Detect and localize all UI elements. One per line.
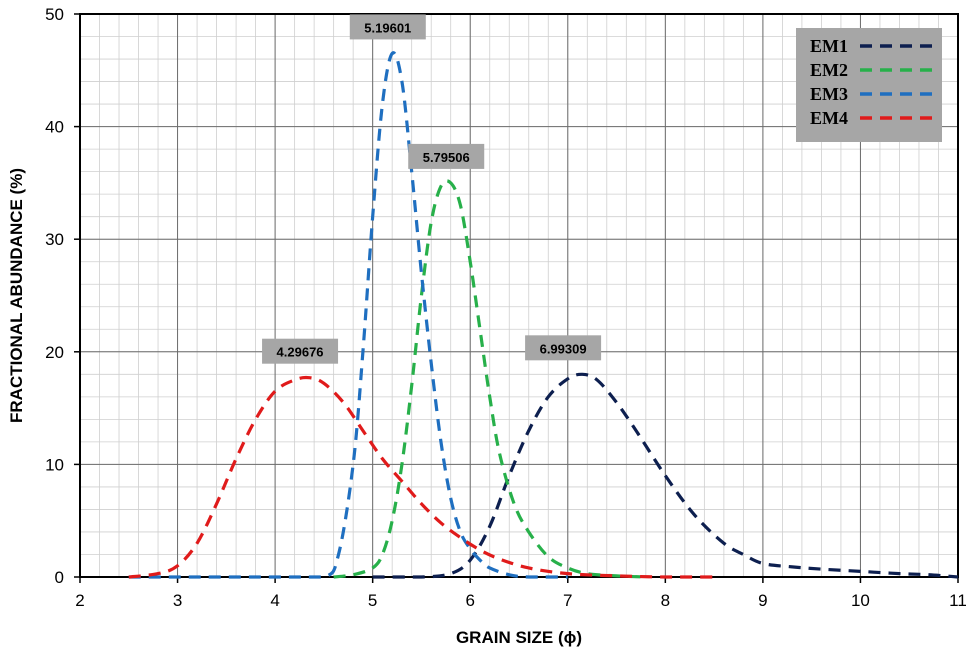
y-tick-label: 20	[45, 343, 64, 362]
legend-label: EM4	[810, 108, 848, 128]
peak-label-box	[262, 338, 339, 364]
x-tick-label: 3	[173, 591, 182, 610]
x-tick-label: 5	[368, 591, 377, 610]
y-axis-title: FRACTIONAL ABUNDANCE (%)	[7, 168, 26, 423]
series-layer	[128, 51, 959, 579]
x-tick-label: 7	[563, 591, 572, 610]
x-tick-label: 4	[270, 591, 279, 610]
axis-ticks: 2 3 4 5 6 7 8 9 10 11 0 10 20 30 40 50	[45, 5, 967, 610]
peak-label-text: 6.99309	[540, 341, 587, 356]
legend-label: EM3	[810, 84, 848, 104]
y-tick-label: 0	[55, 568, 64, 587]
peak-label-box	[349, 14, 426, 40]
y-tick-label: 30	[45, 230, 64, 249]
y-tick-label: 50	[45, 5, 64, 24]
legend-label: EM2	[810, 60, 848, 80]
x-tick-label: 8	[661, 591, 670, 610]
series-line-em2	[333, 179, 646, 579]
series-line-em1	[372, 372, 959, 579]
peak-label-box	[525, 335, 602, 361]
peak-annotations: 5.19601 5.79506 4.29676 6.99309	[262, 14, 602, 364]
peak-label-text: 5.19601	[364, 20, 411, 35]
x-tick-label: 11	[949, 591, 967, 610]
x-tick-label: 2	[75, 591, 84, 610]
plot-frame	[79, 13, 959, 578]
peak-label-box	[408, 143, 485, 169]
peak-label: 5.19601	[349, 14, 426, 40]
x-tick-label: 6	[465, 591, 474, 610]
peak-label: 6.99309	[525, 335, 602, 361]
y-tick-label: 10	[45, 455, 64, 474]
peak-label-text: 4.29676	[277, 345, 324, 360]
legend-label: EM1	[810, 36, 848, 56]
x-tick-label: 9	[758, 591, 767, 610]
series-line-em4	[128, 375, 715, 579]
series-line-em3	[128, 51, 568, 579]
x-tick-label: 10	[851, 591, 870, 610]
peak-label: 5.79506	[408, 143, 485, 169]
legend: EM1 EM2 EM3 EM4	[796, 28, 942, 142]
x-axis-title: GRAIN SIZE (ϕ)	[456, 628, 582, 647]
y-tick-label: 40	[45, 118, 64, 137]
peak-label-text: 5.79506	[423, 150, 470, 165]
peak-label: 4.29676	[262, 338, 339, 364]
